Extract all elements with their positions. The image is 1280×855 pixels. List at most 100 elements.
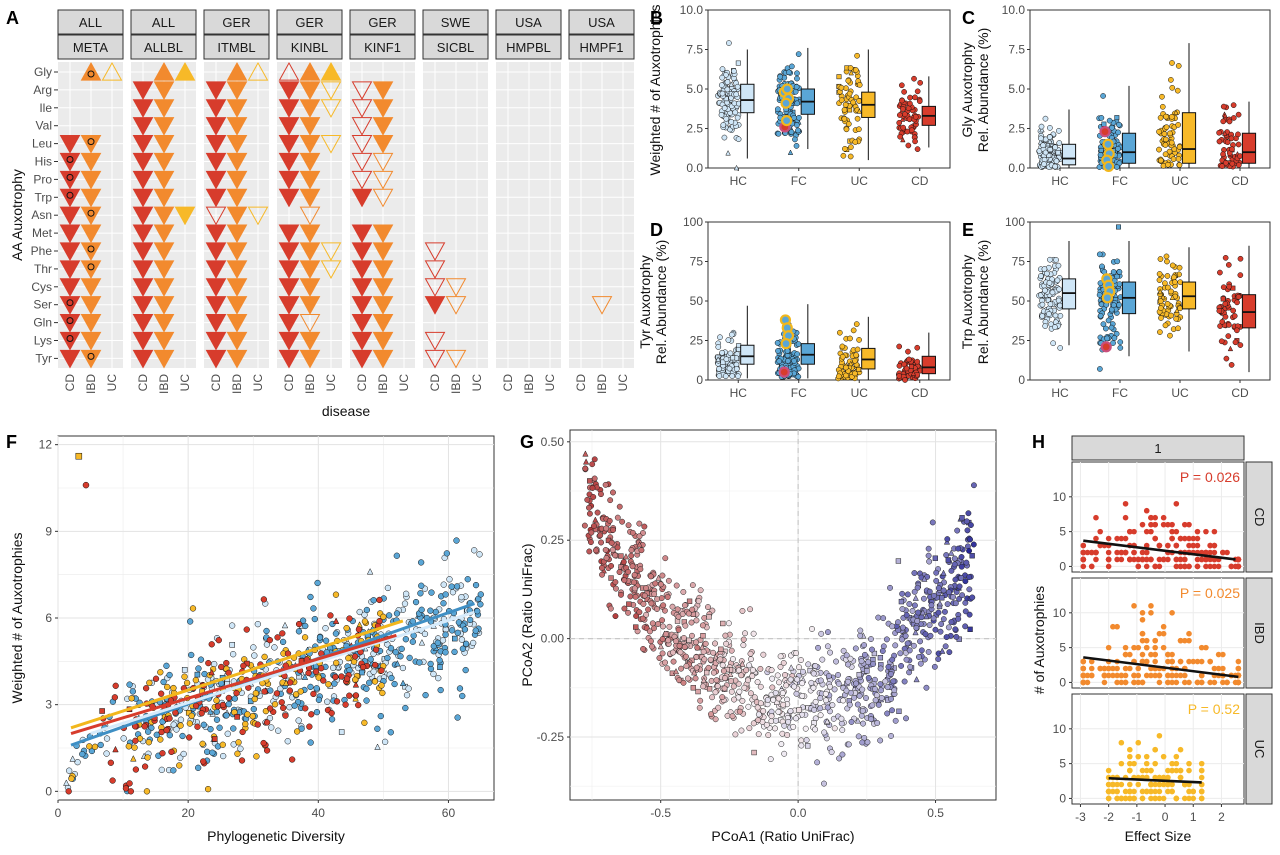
- data-point: [1198, 767, 1205, 774]
- data-point: [725, 150, 731, 156]
- data-point: [640, 601, 647, 607]
- data-point: [1194, 535, 1201, 542]
- data-point: [1190, 542, 1197, 549]
- data-point: [874, 720, 881, 726]
- data-point: [795, 127, 801, 134]
- data-point: [75, 452, 83, 460]
- data-point: [308, 711, 315, 718]
- x-tick-label-uc: UC: [1171, 386, 1189, 400]
- p-value-label: P = 0.026: [1180, 469, 1240, 485]
- data-point: [815, 644, 821, 651]
- data-point: [170, 684, 177, 692]
- data-point: [926, 588, 933, 595]
- triangle-ser-cd: [424, 296, 446, 315]
- facet-strip-1: [203, 9, 270, 35]
- data-point: [802, 725, 809, 732]
- data-point: [437, 686, 444, 694]
- y-tick-label: 5.0: [686, 82, 703, 96]
- data-point: [1230, 115, 1237, 121]
- data-point: [966, 611, 973, 618]
- data-point: [1143, 644, 1150, 651]
- y-tick-label-leu: Leu: [32, 137, 52, 151]
- data-point: [1198, 679, 1205, 686]
- data-point: [1165, 542, 1171, 549]
- data-point: [724, 86, 731, 93]
- data-point: [1226, 283, 1232, 290]
- data-point: [397, 653, 404, 660]
- data-point: [878, 687, 884, 694]
- data-point: [1172, 279, 1178, 286]
- data-point: [271, 701, 279, 708]
- data-point: [708, 677, 715, 684]
- data-point: [145, 739, 153, 746]
- facet-strip-2-label: SICBL: [437, 40, 475, 55]
- data-point: [805, 661, 812, 668]
- triangle-cys-ibd: [372, 278, 394, 297]
- data-point: [870, 661, 877, 667]
- data-point: [361, 618, 369, 625]
- y-tick-label: 6: [45, 611, 52, 625]
- data-point: [843, 364, 849, 371]
- triangle-thr-cd: [351, 260, 373, 279]
- data-point: [739, 607, 746, 614]
- x-tick-label: IBD: [449, 374, 463, 394]
- data-point: [619, 518, 626, 525]
- data-point: [166, 671, 173, 679]
- facet-strip-2-label: KINF1: [364, 40, 401, 55]
- data-point: [772, 725, 778, 732]
- y-tick-label: 0.25: [541, 533, 565, 547]
- data-point: [621, 577, 628, 584]
- data-point: [164, 683, 171, 691]
- triangle-lys-ibd: [153, 331, 175, 351]
- data-point: [928, 602, 935, 609]
- triangle-phe-ibd: [80, 242, 102, 262]
- x-tick-label: 0: [1162, 810, 1169, 824]
- data-point: [103, 750, 110, 757]
- data-point: [1156, 146, 1162, 153]
- data-point: [880, 615, 887, 622]
- triangle-ser-cd: [351, 296, 373, 315]
- data-point: [768, 667, 775, 674]
- data-point: [275, 727, 282, 734]
- x-tick-label: -2: [1103, 810, 1114, 824]
- data-point: [1105, 549, 1112, 556]
- data-point: [1169, 767, 1175, 774]
- data-point: [705, 664, 712, 671]
- triangle-thr-uc: [320, 260, 342, 279]
- triangle-arg-ibd: [299, 81, 321, 100]
- data-point: [888, 695, 894, 702]
- box: [1121, 132, 1137, 164]
- facet-strip-1: [349, 9, 416, 35]
- data-point: [686, 637, 692, 643]
- data-point: [727, 350, 734, 357]
- data-point: [436, 657, 443, 664]
- data-point: [370, 668, 377, 675]
- data-point: [906, 356, 912, 363]
- data-point: [725, 337, 732, 343]
- data-point: [784, 732, 791, 738]
- data-point: [824, 629, 831, 636]
- data-point: [795, 373, 802, 380]
- triangle-thr-ibd: [226, 260, 248, 279]
- data-point: [286, 687, 294, 694]
- data-point: [384, 584, 392, 592]
- data-point: [669, 603, 676, 610]
- data-point: [198, 710, 205, 717]
- data-point: [926, 622, 933, 629]
- data-point: [1157, 157, 1164, 164]
- data-point: [1143, 760, 1150, 767]
- data-point: [1098, 115, 1105, 121]
- data-point: [847, 335, 853, 342]
- data-point: [372, 646, 380, 653]
- data-point: [896, 362, 903, 369]
- x-tick-label-fc: FC: [791, 386, 807, 400]
- data-point: [616, 503, 623, 510]
- facet-strip-1: [130, 9, 197, 35]
- triangle-cys-cd: [132, 278, 154, 297]
- data-point: [187, 618, 194, 625]
- data-point: [607, 497, 614, 504]
- data-point: [1143, 556, 1150, 563]
- data-point: [1080, 672, 1087, 679]
- data-point: [1105, 644, 1112, 651]
- x-tick-label: IBD: [230, 374, 244, 394]
